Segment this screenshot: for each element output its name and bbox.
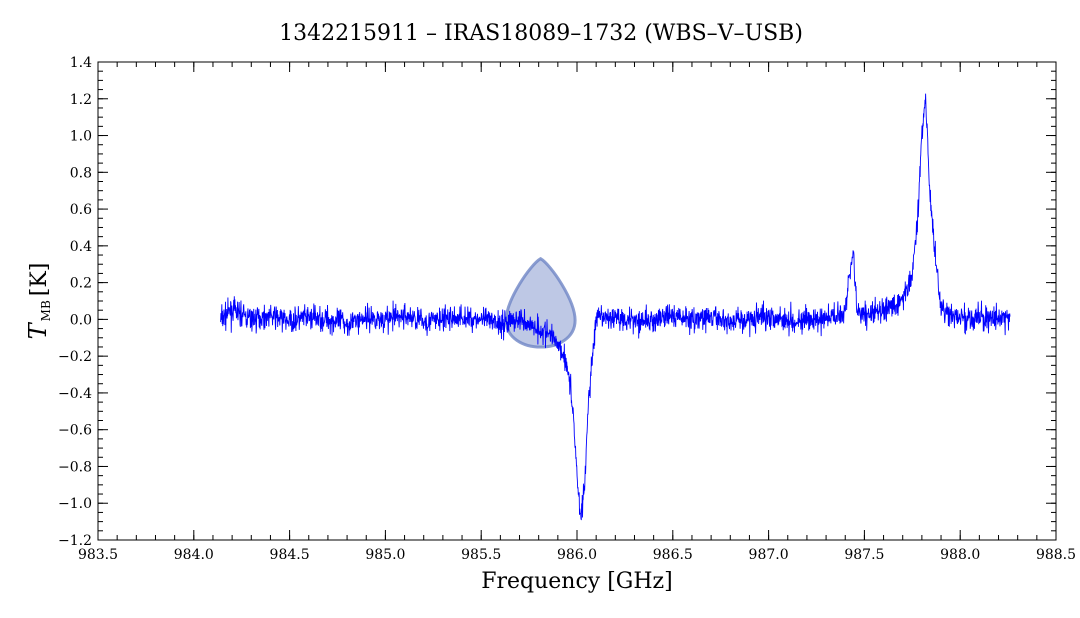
x-tick-label: 988.0 [940, 547, 980, 563]
svg-text:TMB[K]: TMB [K] [24, 263, 53, 340]
y-tick-label: 1.4 [70, 55, 92, 71]
y-tick-labels: −1.2 −1.0 −0.8 −0.6 −0.4 −0.2 0.0 0.2 0.4 0.6 0.8 1… [58, 55, 92, 549]
y-tick-label: −0.2 [58, 349, 92, 365]
y-tick-label: 0.2 [70, 276, 92, 292]
y-tick-label: −0.8 [58, 459, 92, 475]
y-tick-label: −1.2 [58, 533, 92, 549]
x-tick-label: 985.5 [461, 547, 501, 563]
x-axis-label: Frequency [GHz] [481, 569, 673, 594]
y-axis-label-symbol: T [24, 321, 52, 339]
y-tick-label: 0.6 [70, 202, 92, 218]
x-tick-label: 984.5 [270, 547, 310, 563]
x-tick-label: 986.5 [653, 547, 693, 563]
x-tick-label: 985.0 [365, 547, 405, 563]
y-axis-label-unit: [K] [27, 263, 52, 297]
y-tick-label: 0.4 [70, 239, 92, 255]
y-tick-label: 0.8 [70, 165, 92, 181]
y-tick-label: 1.2 [70, 92, 92, 108]
x-tick-label: 987.5 [844, 547, 884, 563]
y-tick-label: −0.4 [58, 386, 92, 402]
y-tick-label: −0.6 [58, 423, 92, 439]
series-group [220, 93, 1011, 521]
x-tick-labels: 983.5 984.0 984.5 985.0 985.5 986.0 986.5 987.0… [78, 547, 1076, 563]
x-tick-label: 986.0 [557, 547, 597, 563]
axis-ticks [97, 61, 1057, 541]
y-axis-label-subscript: MB [39, 300, 53, 321]
chart-title: 1342215911 – IRAS18089–1732 (WBS–V–USB) [279, 21, 803, 46]
x-tick-label: 988.5 [1036, 547, 1076, 563]
x-tick-label: 987.0 [749, 547, 789, 563]
y-axis-label: TMB [K] [24, 263, 53, 340]
spectrum-line [220, 93, 1011, 521]
y-tick-label: 1.0 [70, 129, 92, 145]
x-tick-label: 983.5 [78, 547, 118, 563]
y-tick-label: −1.0 [58, 496, 92, 512]
x-tick-label: 984.0 [174, 547, 214, 563]
y-tick-label: 0.0 [70, 312, 92, 328]
